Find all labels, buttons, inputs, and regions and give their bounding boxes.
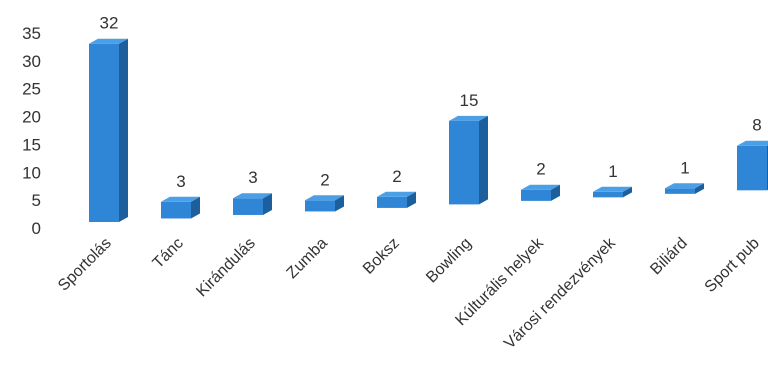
bar-front	[305, 200, 335, 212]
y-axis: 0 5 10 15 20 25 30 35	[22, 24, 41, 238]
y-tick-label: 25	[22, 80, 41, 99]
x-tick-label: Zumba	[284, 235, 331, 282]
bar-side	[191, 196, 200, 219]
x-tick-label: Bowling	[423, 235, 475, 287]
data-label: 15	[460, 91, 479, 110]
bar-3	[233, 193, 272, 215]
y-tick-label: 30	[22, 52, 41, 71]
bar-side	[407, 191, 416, 208]
data-label: 8	[752, 116, 761, 135]
x-tick-label: Tánc	[150, 235, 187, 272]
bar-front	[89, 43, 119, 222]
bar-front	[665, 188, 695, 194]
bar-top	[233, 193, 272, 199]
bar-side	[335, 195, 344, 212]
data-label: 3	[176, 172, 185, 191]
bar-10	[737, 140, 768, 191]
x-tick-label: Boksz	[360, 235, 403, 278]
y-tick-label: 5	[32, 191, 41, 210]
y-tick-label: 15	[22, 135, 41, 154]
bar-5	[377, 191, 416, 208]
bars-group	[89, 38, 768, 222]
bar-top	[161, 196, 200, 202]
data-label: 32	[100, 14, 119, 33]
x-axis: Sportolás Tánc Kirándulás Zumba Boksz Bo…	[55, 234, 763, 352]
data-label: 1	[680, 158, 689, 177]
x-tick-label: Biliárd	[647, 235, 690, 278]
bar-2	[161, 196, 200, 219]
bar-4	[305, 195, 344, 212]
bar-6	[449, 115, 488, 205]
data-label: 2	[320, 170, 329, 189]
bar-front	[161, 201, 191, 219]
y-tick-label: 10	[22, 163, 41, 182]
bar-9	[665, 183, 704, 194]
bar-front	[233, 198, 263, 215]
bar-side	[695, 183, 704, 194]
data-label: 1	[608, 162, 617, 181]
x-tick-label: Kirándulás	[193, 235, 258, 300]
bar-top	[593, 186, 632, 192]
bar-top	[665, 183, 704, 189]
bar-top	[521, 184, 560, 190]
bar-top	[449, 115, 488, 121]
bar-top	[737, 140, 768, 146]
bar-top	[305, 195, 344, 201]
bar-front	[593, 191, 623, 198]
bar-7	[521, 184, 560, 201]
bar-top	[89, 38, 128, 44]
bar-8	[593, 186, 632, 198]
y-tick-label: 35	[22, 24, 41, 43]
bar-side	[263, 193, 272, 215]
data-labels-group: 32 3 3 2 2 15 2 1 1 8	[100, 14, 762, 191]
y-tick-label: 0	[32, 219, 41, 238]
bar-1	[89, 38, 128, 222]
bar-side	[623, 186, 632, 198]
data-label: 3	[248, 168, 257, 187]
x-tick-label: Sport pub	[702, 235, 763, 296]
bar-top	[377, 191, 416, 197]
bar-front	[521, 189, 551, 201]
data-label: 2	[536, 160, 545, 179]
bar-front	[377, 196, 407, 208]
data-label: 2	[392, 167, 401, 186]
bar-side	[479, 115, 488, 205]
x-tick-label: Sportolás	[55, 235, 115, 295]
y-tick-label: 20	[22, 108, 41, 127]
bar-front	[737, 145, 767, 191]
bar-side	[119, 38, 128, 222]
bar-front	[449, 120, 479, 205]
bar-side	[551, 184, 560, 201]
